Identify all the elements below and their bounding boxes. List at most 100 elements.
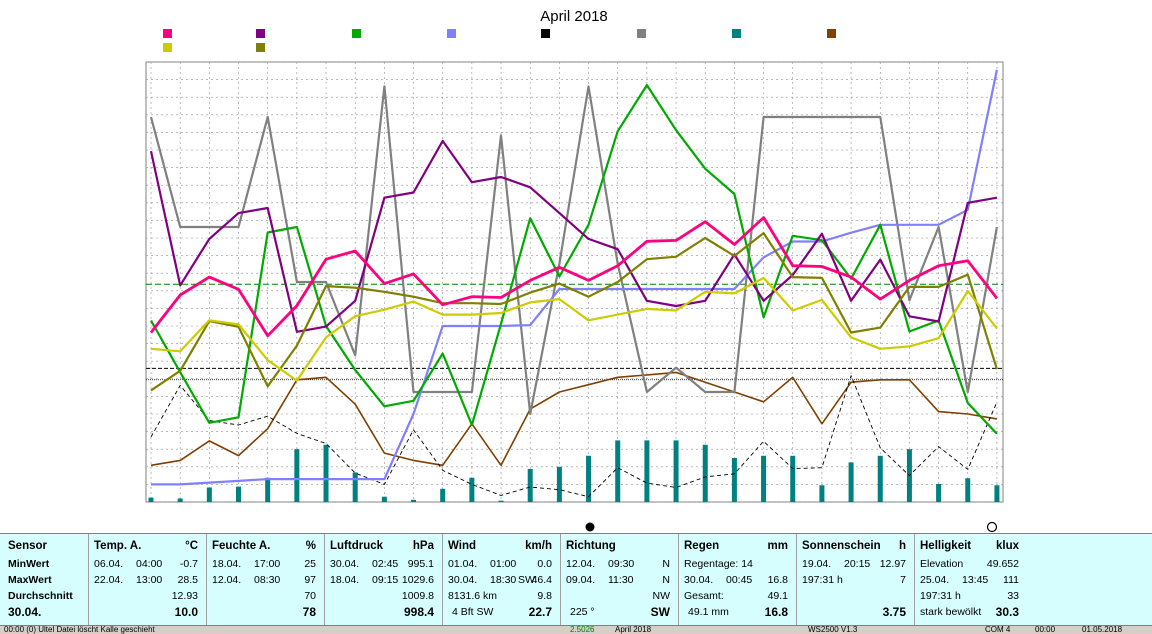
wind-header: Wind [448,540,476,552]
dewpoint-line [150,276,998,382]
humidity-max-time: 08:30 [254,574,281,586]
legend-swatch [163,43,172,52]
direction-current-degrees: 225 ° [570,606,595,618]
wind-line [150,375,998,498]
wind-current-beaufort: 4 Bft SW [452,606,494,618]
wind-min-time: 01:00 [490,558,517,570]
pressure-min-date: 30.04. [330,558,360,570]
humidity-section: Feuchte A. % 18.04. 17:00 25 12.04. 08:3… [206,534,325,626]
legend-swatch [827,29,836,38]
sunshine-bar [877,455,883,502]
sunshine-bar [498,500,504,502]
status-message: 00:00 (0) Ultel Datei löscht Kalle gesch… [4,625,155,634]
rain-section: Regen mm Regentage: 14 30.04. 00:45 16.8… [678,534,797,626]
brightness-header: Helligkeit [920,540,972,552]
pressure-unit: hPa [412,540,434,552]
sunshine-bar [965,478,971,502]
direction-average: NW [652,590,671,602]
temp-min-time: 04:00 [136,558,163,570]
temp-min-date: 06.04. [94,558,124,570]
humidity-max-value: 97 [304,574,316,586]
wind-max-date: 30.04. [448,574,478,586]
sunshine-bar [936,483,942,502]
elevation-label: Elevation [920,558,964,570]
wind-max-direction: SW [518,574,535,586]
status-date: 01.05.2018 [1082,625,1123,634]
brightness-current: 30.3 [995,605,1019,619]
x-axis [585,521,998,533]
sunshine-bar [615,440,621,502]
temp-min-value: -0.7 [179,558,198,570]
grid [145,61,1004,503]
sunshine-bar [848,462,854,502]
sunshine-bar [673,440,679,502]
sunshine-total: 197:31 h [802,574,843,586]
brightness-line [150,371,998,467]
durchschnitt-label: Durchschnitt [8,590,73,602]
direction-section: Richtung 12.04. 09:30 N 09.04. 11:30 N N… [560,534,679,626]
legend [163,29,836,52]
sunshine-max-time: 20:15 [844,558,871,570]
sunshine-bar [323,444,329,502]
brightness-total: 197:31 h [920,590,961,602]
humidity-min-value: 25 [304,558,316,570]
temp-max-date: 22.04. [94,574,124,586]
temp-average: 12.93 [171,590,198,602]
sunshine-section: Sonnenschein h 19.04. 20:15 12.97 197:31… [796,534,915,626]
direction-max-date: 09.04. [566,574,596,586]
pressure-line [150,84,998,435]
rain-max-time: 00:45 [726,574,753,586]
direction-min-value: N [662,558,670,570]
sunshine-max-date: 19.04. [802,558,832,570]
brightness-section: Helligkeit klux Elevation 49.652 25.04. … [914,534,1027,626]
rain-header: Regen [684,540,720,552]
weather-chart: April 2018 [145,8,1004,533]
pressure-current: 998.4 [403,605,434,619]
sunshine-bar [294,449,300,502]
direction-header: Richtung [566,540,616,552]
rain-total-label: Gesamt: [684,590,724,602]
sunshine-bar [994,485,1000,502]
windchill-line [150,232,998,392]
wind-current: 22.7 [528,605,552,619]
legend-swatch [163,29,172,38]
elevation-value: 49.652 [986,558,1019,570]
pressure-max-date: 18.04. [330,574,360,586]
plot-border [145,61,1004,503]
brightness-unit: klux [995,540,1019,552]
current-date: 30.04. [8,605,42,619]
pressure-average: 1009.8 [401,590,434,602]
rain-current: 16.8 [764,605,788,619]
sunshine-bar [265,477,271,502]
rain-sum: 49.1 mm [688,606,729,618]
humidity-max-date: 12.04. [212,574,242,586]
humidity-min-date: 18.04. [212,558,242,570]
sunshine-bar [236,486,242,502]
temp-max-value: 28.5 [177,574,198,586]
rain-total: 49.1 [767,590,788,602]
pressure-min-value: 995.1 [407,558,434,570]
rain-max-date: 30.04. [684,574,714,586]
temp-unit: °C [185,540,198,552]
sunshine-bar [206,487,212,502]
sunshine-header: Sonnenschein [802,540,881,552]
status-device: WS2500 V1.3 [808,625,858,634]
weather-condition: stark bewölkt [920,606,982,618]
status-period: April 2018 [615,625,652,634]
wind-min-date: 01.04. [448,558,478,570]
sunshine-days: 7 [900,574,906,586]
new-moon-icon [585,522,595,532]
brightness-max-value: 111 [1003,574,1019,586]
humidity-unit: % [305,540,316,552]
sunshine-bar [148,497,154,502]
pressure-max-time: 09:15 [372,574,399,586]
temp-line [149,216,999,338]
maxwert-label: MaxWert [8,574,52,586]
sunshine-bar [556,466,562,502]
humidity-current: 78 [302,605,316,619]
sunshine-bar [790,455,796,502]
brightness-average: 33 [1007,590,1019,602]
rain-unit: mm [767,540,788,552]
legend-swatch [541,29,550,38]
wind-unit: km/h [525,540,552,552]
